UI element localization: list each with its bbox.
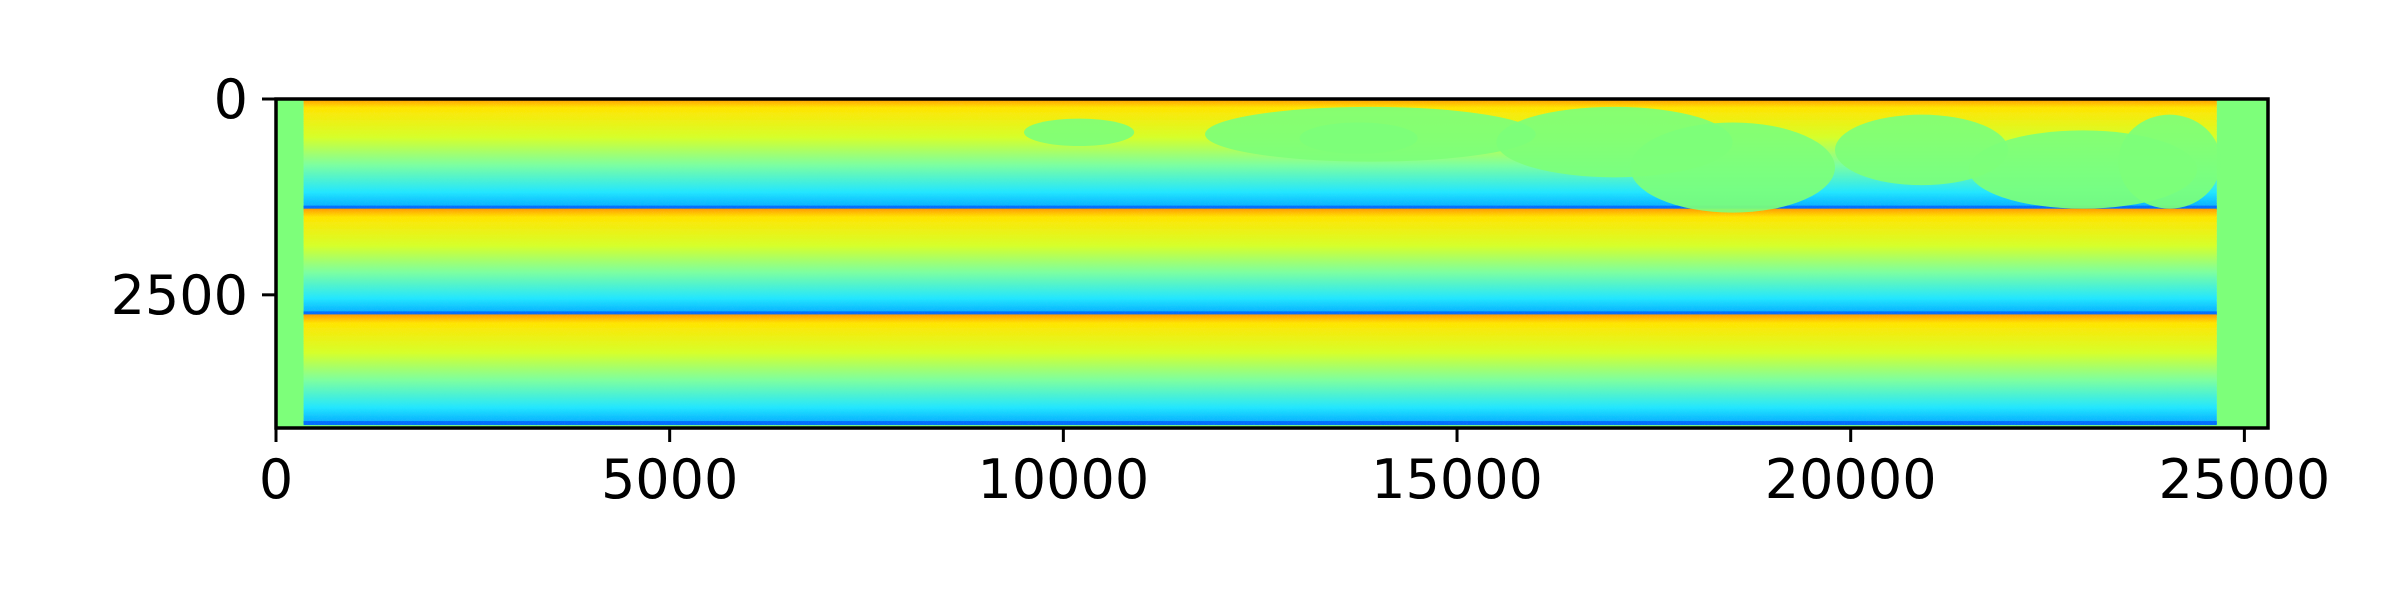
heatmap-flat-patch <box>1023 118 1135 146</box>
axes-frame <box>274 97 2270 430</box>
x-tick-label: 5000 <box>601 448 738 511</box>
heatmap-flat-patch <box>1299 122 1418 154</box>
heatmap-top-patches <box>1023 106 2221 213</box>
x-tick-label: 25000 <box>2158 448 2330 511</box>
heatmap-band-2 <box>303 208 2217 315</box>
y-tick-label: 2500 <box>111 264 248 327</box>
x-tick-label: 10000 <box>977 448 1149 511</box>
x-axis: 0 5000 10000 15000 20000 25000 <box>259 428 2330 511</box>
x-tick-label: 15000 <box>1371 448 1543 511</box>
heatmap-band-3 <box>303 314 2217 425</box>
heatmap-band-boundary <box>303 421 2217 426</box>
heatmap-band-boundary <box>303 311 2217 316</box>
y-axis: 0 2500 <box>111 68 276 327</box>
heatmap-flat-patch <box>2118 114 2221 209</box>
y-tick-label: 0 <box>214 68 248 131</box>
x-tick-label: 20000 <box>1765 448 1937 511</box>
heatmap-flat-patch <box>1630 122 1835 213</box>
plot-area <box>276 99 2268 428</box>
heatmap-flat-patch <box>1834 114 2009 186</box>
heatmap-band-boundary <box>303 205 2217 210</box>
x-tick-label: 0 <box>259 448 293 511</box>
